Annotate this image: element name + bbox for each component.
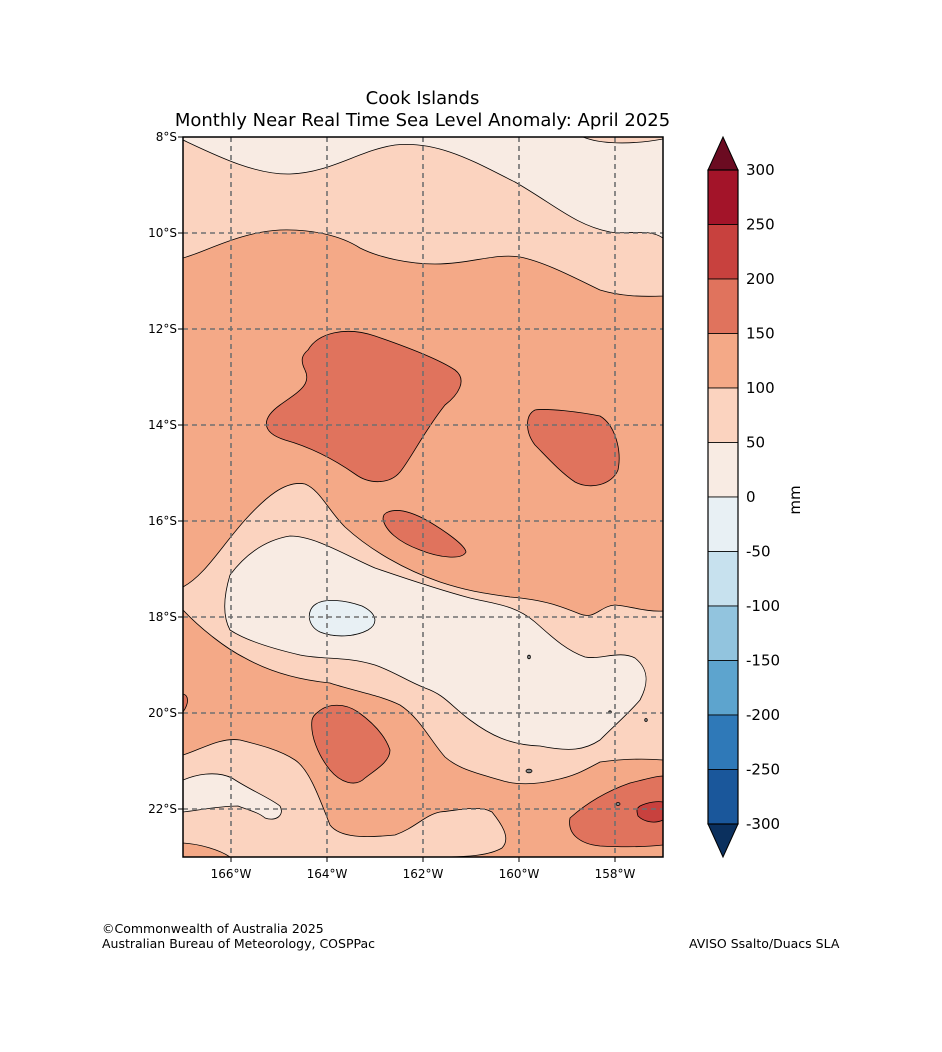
lat-tick-label: 8°S	[156, 130, 177, 144]
anomaly-region-100-150-south-corner	[183, 842, 231, 857]
colorbar-level-label: 0	[746, 488, 756, 506]
lat-tick-label: 12°S	[148, 322, 177, 336]
lat-tick-label: 16°S	[148, 514, 177, 528]
colorbar-level-label: -300	[746, 815, 780, 833]
colorbar-segment	[707, 442, 739, 498]
island-marker	[615, 802, 621, 806]
lat-tick-label: 20°S	[148, 706, 177, 720]
colorbar-segment	[707, 714, 739, 770]
colorbar-segment	[707, 605, 739, 661]
lon-tick-label: 164°W	[307, 867, 348, 881]
colorbar-frame	[707, 169, 739, 825]
colorbar-segment	[707, 387, 739, 443]
anomaly-region-150-200-southeast	[569, 775, 663, 848]
anomaly-region-150-200-center	[382, 510, 467, 558]
colorbar-level-label: 200	[746, 270, 775, 288]
anomaly-region-150-200-southwest	[311, 704, 391, 784]
lat-tick-label: 18°S	[148, 610, 177, 624]
colorbar-segment	[707, 660, 739, 716]
colorbar-level-label: 150	[746, 325, 775, 343]
copyright-line: ©Commonwealth of Australia 2025	[102, 921, 324, 936]
colorbar-level-label: 50	[746, 434, 765, 452]
colorbar-segment	[707, 169, 739, 225]
lon-tick-label: 166°W	[211, 867, 252, 881]
anomaly-region-150-200-east	[527, 409, 620, 487]
agency-line: Australian Bureau of Meteorology, COSPPa…	[102, 936, 375, 951]
colorbar-level-label: 300	[746, 161, 775, 179]
axis-ticks	[178, 136, 616, 862]
colorbar-under-arrow	[707, 823, 739, 859]
colorbar-level-label: 250	[746, 216, 775, 234]
colorbar-level-label: -50	[746, 543, 771, 561]
colorbar-segment	[707, 769, 739, 825]
anomaly-region-minus50-0	[308, 600, 376, 637]
anomaly-region-50-100-south	[183, 739, 507, 857]
colorbar-labels: 300 250 200 150 100 50 0 -50 -100 -150 -200 -250 -30…	[746, 161, 780, 833]
gridlines	[183, 137, 663, 857]
colorbar-level-label: -150	[746, 652, 780, 670]
colorbar-level-label: 100	[746, 379, 775, 397]
colorbar-segment	[707, 224, 739, 280]
colorbar-level-label: -100	[746, 597, 780, 615]
colorbar-segment	[707, 278, 739, 334]
lat-tick-label: 22°S	[148, 802, 177, 816]
anomaly-region-0-50-north	[183, 137, 663, 239]
colorbar-segment	[707, 551, 739, 607]
colorbar-segment	[707, 496, 739, 552]
island-marker	[644, 718, 648, 722]
colorbar-level-label: -250	[746, 761, 780, 779]
map-subtitle: Monthly Near Real Time Sea Level Anomaly…	[174, 110, 671, 131]
axis-tick-labels: 166°W 164°W 162°W 160°W 158°W 8°S 10°S 12°S 14°S…	[148, 130, 635, 881]
data-source: AVISO Ssalto/Duacs SLA	[689, 936, 840, 951]
lon-tick-label: 162°W	[403, 867, 444, 881]
lat-tick-label: 10°S	[148, 226, 177, 240]
colorbar-over-arrow	[707, 135, 739, 171]
lat-tick-label: 14°S	[148, 418, 177, 432]
lon-tick-label: 160°W	[499, 867, 540, 881]
anomaly-region-150-200-west	[265, 331, 462, 483]
island-marker	[525, 768, 533, 774]
credit-block: ©Commonwealth of Australia 2025 Australi…	[102, 921, 375, 951]
lon-tick-label: 158°W	[595, 867, 636, 881]
anomaly-region-0-50-central	[224, 535, 647, 750]
map-title: Cook Islands	[365, 88, 480, 109]
colorbar-level-label: -200	[746, 706, 780, 724]
anomaly-region-0-50-south	[183, 773, 282, 820]
colorbar-unit-label: mm	[786, 485, 804, 514]
colorbar-segment	[707, 333, 739, 389]
colorbar	[707, 135, 739, 859]
island-marker	[527, 654, 531, 660]
